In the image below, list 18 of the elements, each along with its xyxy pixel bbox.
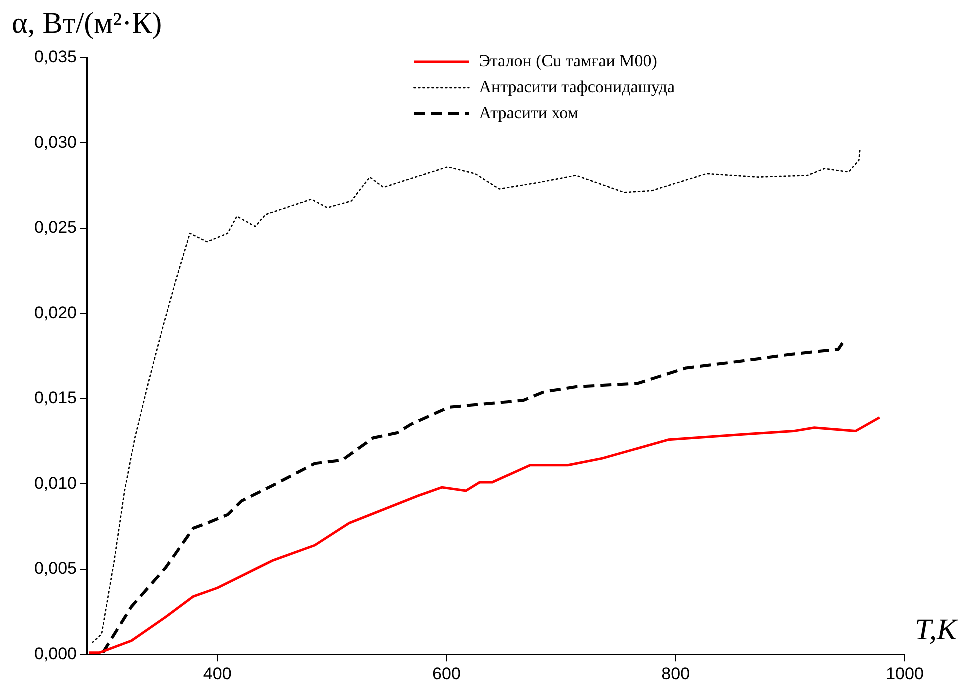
y-tick-label: 0,000 (34, 644, 77, 664)
y-tick-label: 0,015 (34, 388, 77, 408)
y-tick-label: 0,025 (34, 218, 77, 238)
y-tick-label: 0,030 (34, 132, 77, 152)
x-axis-title: T,K (915, 613, 959, 646)
legend-label: Эталон (Cu тамғаи М00) (479, 51, 658, 70)
y-tick-label: 0,010 (34, 474, 77, 493)
y-tick-label: 0,035 (34, 48, 77, 67)
x-tick-label: 400 (203, 664, 232, 684)
legend-label: Атрасити хом (479, 103, 579, 122)
x-tick-label: 1000 (886, 664, 924, 684)
legend-label: Антрасити тафсонидашуда (479, 77, 676, 96)
y-tick-label: 0,005 (34, 559, 77, 578)
x-tick-label: 800 (662, 664, 690, 684)
y-tick-label: 0,020 (34, 303, 77, 322)
x-tick-label: 600 (432, 664, 461, 684)
y-axis-title: α, Вт/(м²·К) (12, 6, 162, 40)
line-series (92, 148, 861, 644)
